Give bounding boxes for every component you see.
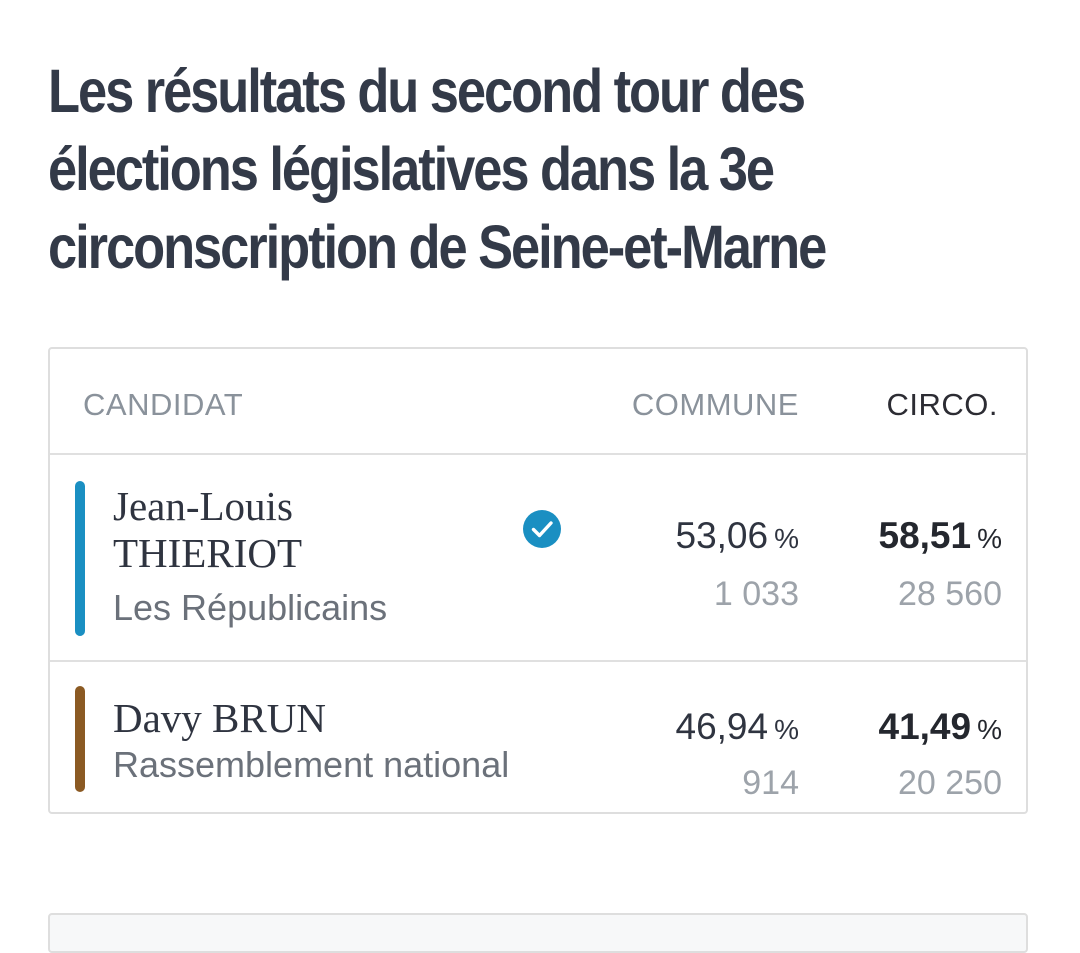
candidate-party: Les Républicains [113,587,388,628]
next-card [48,913,1028,953]
check-circle-icon [523,510,561,548]
circo-percent-value: 58,51 [878,515,972,556]
circo-votes: 20 250 [898,764,1002,802]
candidate-full-name: Davy BRUN [113,695,326,741]
circo-percent-value: 41,49 [878,706,972,747]
candidate-name: Jean-Louis THIERIOT [113,483,393,577]
candidate-first-name: Jean-Louis [113,483,293,529]
percent-sign: % [774,523,799,554]
commune-votes: 1 033 [713,575,799,613]
party-color-bar [75,481,85,636]
page-title-line-3: circonscription de Seine-et-Marne [48,213,827,281]
page-title: Les résultats du second tour des électio… [48,52,908,286]
percent-sign: % [977,714,1002,745]
percent-sign: % [977,523,1002,554]
commune-percent-value: 46,94 [675,706,769,747]
candidate-last-name: THIERIOT [113,530,303,576]
circo-votes: 28 560 [898,575,1002,613]
candidate-party: Rassemblement national [113,744,510,785]
candidate-name: Davy BRUN [113,695,326,742]
commune-percent: 46,94% [676,706,800,748]
header-candidat: CANDIDAT [83,387,244,422]
commune-percent: 53,06% [676,515,800,557]
circo-percent: 58,51% [879,515,1003,557]
results-table: CANDIDAT COMMUNE CIRCO. Jean-Louis THIER… [48,347,1028,814]
commune-votes: 914 [742,764,799,802]
circo-percent: 41,49% [879,706,1003,748]
table-header: CANDIDAT COMMUNE CIRCO. [50,349,1026,455]
percent-sign: % [774,714,799,745]
header-circo[interactable]: CIRCO. [886,387,998,422]
party-color-bar [75,686,85,792]
page-title-line-1: Les résultats du second tour des [48,57,806,125]
table-row: Davy BRUN Rassemblement national 46,94% … [50,662,1026,814]
header-commune[interactable]: COMMUNE [631,387,799,422]
commune-percent-value: 53,06 [675,515,769,556]
table-row: Jean-Louis THIERIOT Les Républicains 53,… [50,455,1026,662]
page-title-line-2: élections législatives dans la 3e [48,135,775,203]
